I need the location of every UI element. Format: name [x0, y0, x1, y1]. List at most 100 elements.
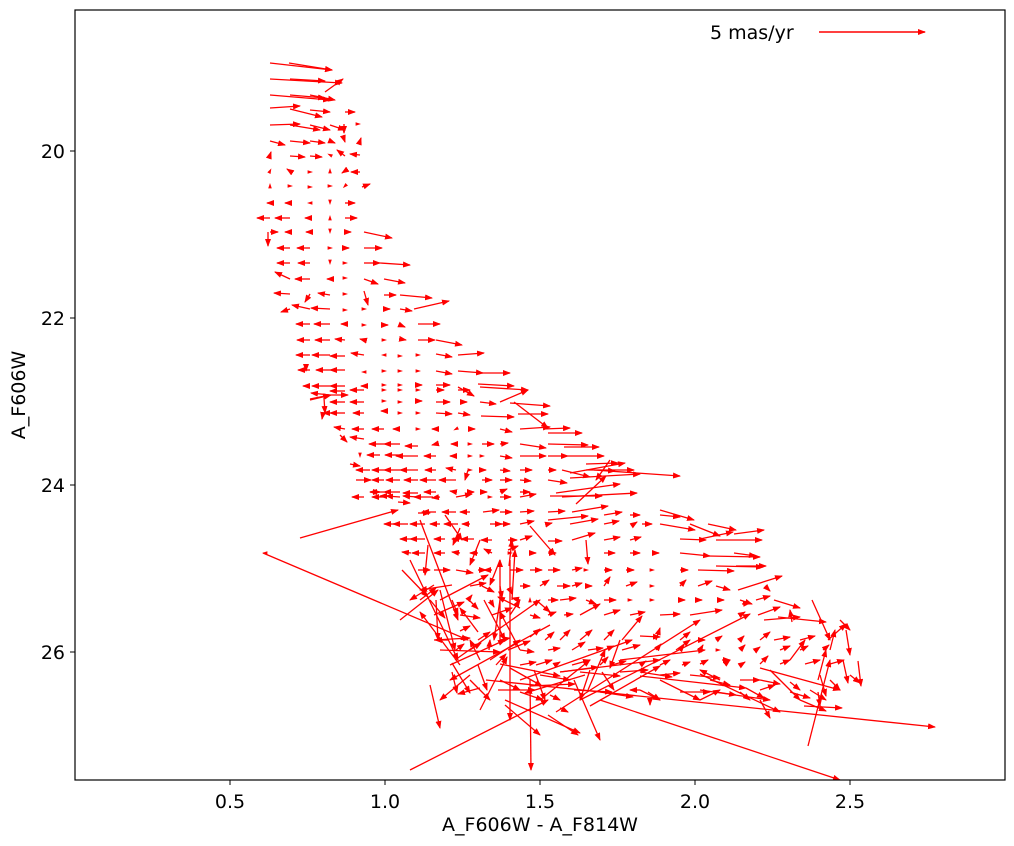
quiver-arrow	[479, 386, 529, 393]
quiver-arrow	[839, 619, 851, 631]
quiver-arrow	[609, 639, 621, 669]
quiver-arrow	[689, 523, 721, 537]
y-tick-label: 20	[41, 141, 65, 163]
quiver-arrow	[649, 568, 655, 572]
quiver-arrow	[349, 461, 361, 468]
quiver-arrow	[569, 461, 626, 474]
quiver-arrow	[487, 495, 493, 499]
quiver-arrow	[419, 587, 437, 601]
quiver-arrow	[809, 689, 827, 701]
quiver-arrow	[535, 599, 551, 613]
quiver-arrow	[439, 589, 457, 651]
quiver-arrow	[435, 339, 463, 347]
quiver-arrow	[539, 659, 591, 701]
quiver-arrow	[697, 580, 713, 587]
quiver-arrow	[603, 629, 615, 641]
x-tick-label: 1.5	[525, 791, 555, 813]
quiver-arrow	[309, 393, 332, 401]
quiver-arrow	[575, 475, 607, 505]
quiver-arrow	[415, 427, 421, 431]
quiver-arrow	[629, 610, 646, 617]
quiver-arrow	[599, 699, 841, 780]
quiver-arrow	[755, 595, 771, 601]
quiver-arrow	[455, 492, 473, 499]
quiver-arrow	[829, 659, 845, 665]
quiver-arrow	[307, 185, 313, 189]
quiver-arrow	[681, 661, 691, 668]
quiver-arrow	[469, 679, 491, 701]
quiver-arrow	[310, 305, 331, 312]
quiver-arrow	[398, 335, 407, 342]
quiver-arrow	[563, 611, 574, 618]
quiver-arrow	[561, 469, 591, 479]
quiver-arrow	[639, 671, 673, 679]
quiver-arrow	[355, 122, 361, 126]
quiver-arrow	[773, 599, 801, 609]
quiver-arrow	[697, 567, 735, 574]
quiver-arrow	[715, 648, 721, 652]
quiver-arrow	[508, 539, 515, 567]
quiver-arrow	[542, 425, 571, 432]
quiver-arrow	[555, 482, 621, 494]
quiver-arrow	[587, 645, 604, 652]
quiver-arrow	[619, 667, 649, 674]
quiver-arrow	[845, 629, 852, 656]
quiver-arrow	[547, 611, 557, 618]
quiver-arrow	[457, 350, 485, 357]
quiver-arrow	[752, 646, 761, 654]
quiver-arrow	[327, 137, 336, 144]
quiver-arrow	[571, 566, 583, 573]
quiver-arrow	[499, 488, 508, 495]
quiver-arrow	[341, 166, 350, 174]
quiver-arrow	[435, 410, 453, 417]
quiver-arrow	[733, 552, 757, 559]
quiver-arrow	[361, 323, 367, 327]
quiver-arrow	[584, 539, 591, 565]
quiver-arrow	[413, 299, 450, 310]
quiver-arrow	[528, 597, 532, 603]
quiver-arrow	[737, 661, 746, 669]
y-tick-label: 22	[41, 308, 65, 330]
quiver-arrow	[327, 246, 333, 250]
quiver-arrow	[415, 388, 421, 392]
quiver-arrow	[549, 694, 561, 701]
quiver-arrow	[679, 552, 711, 559]
quiver-arrow	[265, 151, 272, 160]
quiver-arrow	[401, 569, 429, 598]
quiver-arrow	[464, 469, 470, 481]
quiver-arrow	[381, 388, 387, 392]
quiver-arrow	[309, 139, 326, 146]
quiver-arrow	[289, 139, 311, 146]
quiver-arrow	[309, 153, 323, 160]
x-axis-label: A_F606W - A_F814W	[442, 814, 638, 836]
quiver-arrow	[535, 659, 553, 666]
quiver-arrow	[381, 383, 387, 387]
quiver-arrow	[519, 492, 537, 499]
quiver-arrow	[679, 536, 707, 543]
quiver-arrow	[559, 595, 577, 602]
quiver-arrow	[269, 140, 286, 147]
quiver-arrow	[759, 699, 771, 719]
quiver-arrow	[361, 307, 367, 311]
quiver-arrow	[459, 613, 481, 620]
quiver-arrow	[268, 183, 272, 189]
quiver-arrow	[585, 460, 619, 467]
quiver-arrow	[759, 655, 769, 665]
quiver-arrow	[659, 513, 681, 520]
quiver-arrow	[328, 168, 332, 174]
quiver-arrow	[309, 108, 331, 115]
quiver-arrow	[659, 659, 671, 666]
quiver-arrow	[519, 648, 535, 654]
quiver-arrow	[289, 124, 321, 132]
quiver-arrow	[397, 321, 406, 328]
quiver-arrow	[659, 611, 681, 618]
quiver-arrow	[479, 400, 497, 407]
quiver-arrow	[811, 599, 831, 641]
quiver-arrow	[415, 411, 421, 415]
quiver-arrow	[449, 489, 458, 496]
quiver-arrow	[509, 667, 543, 687]
quiver-arrow	[699, 689, 771, 702]
quiver-arrow	[383, 278, 406, 285]
quiver-arrow	[499, 427, 513, 434]
quiver-arrow	[334, 336, 346, 343]
